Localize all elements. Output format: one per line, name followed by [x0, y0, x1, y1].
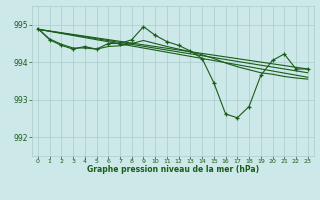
X-axis label: Graphe pression niveau de la mer (hPa): Graphe pression niveau de la mer (hPa): [87, 165, 259, 174]
